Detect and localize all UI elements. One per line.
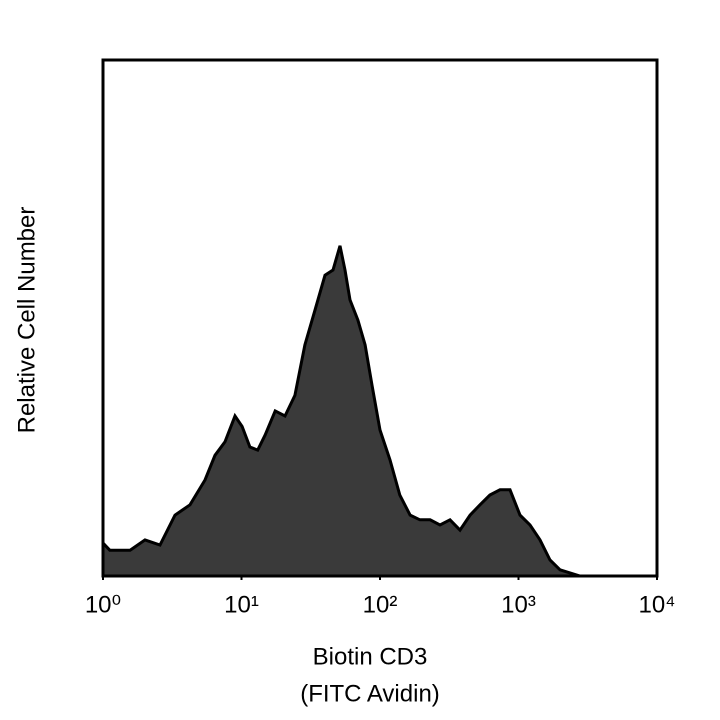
x-tick-label: 10² <box>363 591 398 618</box>
x-tick-label: 10³ <box>501 591 536 618</box>
x-tick-label: 10¹ <box>224 591 259 618</box>
x-axis-label: Biotin CD3 <box>313 643 428 670</box>
x-tick-label: 10⁰ <box>85 591 121 618</box>
histogram-fill <box>103 245 657 577</box>
y-axis-label: Relative Cell Number <box>13 207 40 434</box>
histogram-outline <box>101 245 657 578</box>
x-axis-label: (FITC Avidin) <box>300 680 440 707</box>
x-tick-label: 10⁴ <box>638 591 675 618</box>
